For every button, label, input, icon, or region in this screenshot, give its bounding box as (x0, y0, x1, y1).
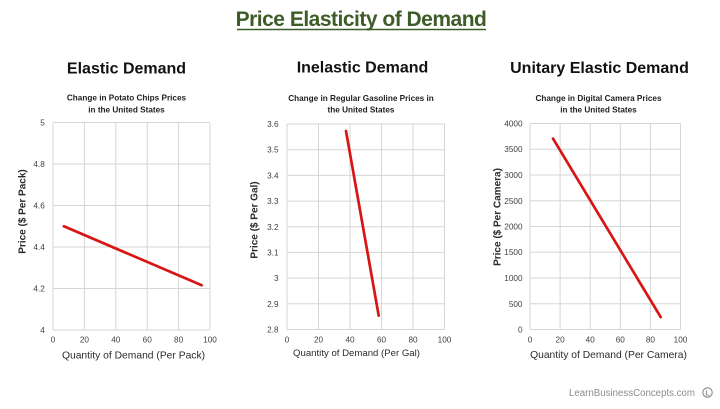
svg-text:Price ($ Per Pack): Price ($ Per Pack) (18, 169, 29, 254)
svg-text:100: 100 (438, 336, 452, 345)
svg-text:2500: 2500 (504, 197, 523, 206)
svg-text:Quantity of Demand (Per Gal): Quantity of Demand (Per Gal) (293, 348, 420, 359)
svg-text:Inelastic Demand: Inelastic Demand (297, 60, 429, 77)
svg-text:4.8: 4.8 (33, 160, 45, 169)
svg-text:3.4: 3.4 (267, 171, 279, 180)
svg-text:3500: 3500 (504, 145, 523, 154)
svg-text:Price ($ Per Gal): Price ($ Per Gal) (250, 181, 261, 258)
svg-text:4.6: 4.6 (33, 202, 45, 211)
svg-text:3: 3 (274, 274, 279, 283)
svg-text:3.3: 3.3 (267, 197, 279, 206)
svg-text:4.2: 4.2 (33, 285, 45, 294)
svg-text:3000: 3000 (504, 171, 523, 180)
svg-text:2.9: 2.9 (267, 300, 279, 309)
svg-text:the United States: the United States (328, 106, 395, 115)
svg-text:20: 20 (314, 336, 324, 345)
svg-text:in the United States: in the United States (560, 106, 637, 115)
svg-text:2.8: 2.8 (267, 326, 279, 335)
svg-text:40: 40 (345, 336, 355, 345)
svg-text:60: 60 (616, 336, 626, 345)
svg-text:1500: 1500 (504, 248, 523, 257)
svg-text:20: 20 (556, 336, 566, 345)
svg-text:Change in Regular Gasoline Pri: Change in Regular Gasoline Prices in (288, 94, 434, 103)
svg-text:80: 80 (174, 336, 184, 345)
svg-text:100: 100 (674, 336, 688, 345)
svg-text:Elastic Demand: Elastic Demand (67, 61, 186, 78)
svg-text:100: 100 (203, 336, 217, 345)
svg-text:0: 0 (518, 326, 523, 335)
svg-text:60: 60 (377, 336, 387, 345)
svg-text:3.2: 3.2 (267, 223, 279, 232)
svg-text:0: 0 (285, 336, 290, 345)
svg-text:Price ($ Per Camera): Price ($ Per Camera) (493, 168, 504, 266)
svg-text:40: 40 (111, 336, 121, 345)
svg-text:Quantity of Demand (Per Camera: Quantity of Demand (Per Camera) (530, 350, 687, 361)
svg-text:500: 500 (509, 300, 523, 309)
svg-text:5: 5 (40, 119, 45, 128)
svg-text:80: 80 (408, 336, 418, 345)
svg-text:1000: 1000 (504, 274, 523, 283)
svg-text:4000: 4000 (504, 120, 523, 129)
svg-text:0: 0 (528, 336, 533, 345)
svg-text:4: 4 (40, 326, 45, 335)
svg-text:LearnBusinessConcepts.com: LearnBusinessConcepts.com (569, 388, 695, 399)
svg-text:40: 40 (586, 336, 596, 345)
svg-text:60: 60 (143, 336, 153, 345)
svg-text:Unitary Elastic Demand: Unitary Elastic Demand (510, 60, 689, 77)
svg-text:3.6: 3.6 (267, 120, 279, 129)
svg-text:2000: 2000 (504, 223, 523, 232)
svg-text:L: L (705, 391, 710, 398)
svg-text:in the United States: in the United States (88, 106, 165, 115)
svg-text:0: 0 (51, 336, 56, 345)
svg-text:Change in Digital Camera Price: Change in Digital Camera Prices (535, 94, 661, 103)
svg-text:Change in Potato Chips Prices: Change in Potato Chips Prices (67, 94, 187, 103)
svg-text:3.1: 3.1 (267, 248, 279, 257)
svg-text:Quantity of Demand (Per Pack): Quantity of Demand (Per Pack) (62, 351, 205, 362)
svg-text:80: 80 (646, 336, 656, 345)
svg-text:4.4: 4.4 (33, 243, 45, 252)
svg-text:20: 20 (80, 336, 90, 345)
svg-text:3.5: 3.5 (267, 146, 279, 155)
svg-text:Price Elasticity of Demand: Price Elasticity of Demand (236, 8, 487, 31)
